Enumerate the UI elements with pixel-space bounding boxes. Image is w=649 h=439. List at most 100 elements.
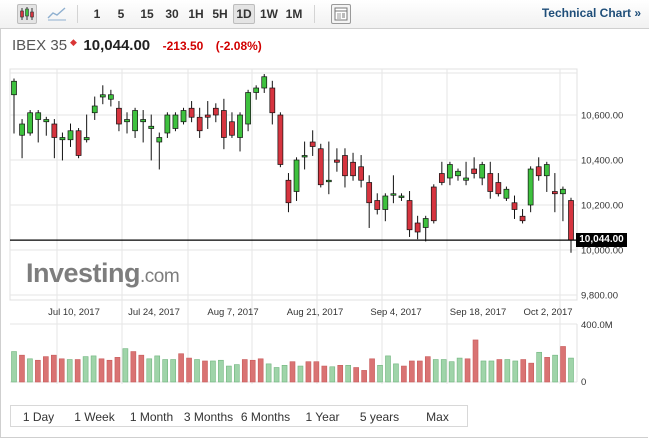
toolbar-divider bbox=[77, 5, 78, 23]
candle bbox=[19, 123, 25, 136]
x-axis-label: Sep 4, 2017 bbox=[370, 307, 421, 318]
volume-bar bbox=[11, 351, 17, 383]
volume-bar bbox=[321, 365, 328, 383]
candle bbox=[91, 105, 98, 114]
candle bbox=[156, 137, 163, 143]
volume-bar bbox=[377, 365, 383, 383]
volume-bar bbox=[202, 360, 208, 383]
candle bbox=[293, 159, 300, 192]
volume-bar bbox=[170, 359, 176, 383]
timeframe-1h[interactable]: 1H bbox=[188, 7, 204, 21]
candle bbox=[309, 141, 316, 147]
volume-bar bbox=[560, 346, 566, 383]
candle bbox=[35, 112, 42, 120]
candle bbox=[325, 179, 332, 183]
volume-bar bbox=[440, 359, 447, 383]
candle bbox=[164, 114, 171, 134]
candlestick-chart-button[interactable] bbox=[17, 4, 37, 24]
range-3-months[interactable]: 3 Months bbox=[180, 405, 238, 427]
volume-bar bbox=[194, 359, 200, 383]
volume-bar bbox=[305, 361, 312, 383]
candle bbox=[301, 155, 308, 158]
volume-bar bbox=[58, 358, 65, 383]
volume-bar bbox=[528, 362, 535, 383]
timeframe-1m[interactable]: 1M bbox=[285, 7, 303, 21]
candle bbox=[455, 170, 461, 177]
volume-bar bbox=[544, 357, 550, 383]
volume-bar bbox=[297, 365, 304, 383]
volume-bar bbox=[249, 359, 256, 383]
range-5-years[interactable]: 5 years bbox=[351, 405, 409, 427]
technical-chart-link[interactable]: Technical Chart » bbox=[541, 6, 641, 20]
volume-bar bbox=[313, 361, 320, 383]
volume-bar bbox=[345, 365, 352, 383]
candle bbox=[116, 107, 122, 125]
candle bbox=[132, 110, 138, 132]
candle bbox=[285, 179, 292, 204]
y-axis-label: 10,600.00 bbox=[581, 111, 623, 122]
candle bbox=[519, 215, 526, 222]
range-1-month[interactable]: 1 Month bbox=[123, 405, 181, 427]
range-1-day[interactable]: 1 Day bbox=[10, 405, 67, 427]
range-max[interactable]: Max bbox=[408, 405, 468, 427]
timeframe-5h[interactable]: 5H bbox=[212, 7, 228, 21]
volume-bar bbox=[146, 358, 153, 383]
candle bbox=[83, 137, 90, 141]
volume-bar bbox=[536, 351, 542, 383]
volume-bar bbox=[186, 357, 192, 383]
volume-bar bbox=[114, 357, 121, 383]
volume-bar bbox=[35, 359, 41, 383]
volume-bar bbox=[210, 360, 216, 383]
line-chart-button[interactable] bbox=[47, 4, 67, 24]
range-1-week[interactable]: 1 Week bbox=[66, 405, 124, 427]
y-axis-label: 10,200.00 bbox=[581, 201, 623, 212]
volume-bar bbox=[472, 339, 479, 383]
line-chart-icon bbox=[47, 7, 66, 21]
candle bbox=[535, 166, 542, 177]
range-6-months[interactable]: 6 Months bbox=[237, 405, 295, 427]
volume-bar bbox=[409, 360, 415, 383]
range-1-year[interactable]: 1 Year bbox=[294, 405, 352, 427]
timeframe-30[interactable]: 30 bbox=[165, 7, 179, 21]
volume-bar bbox=[27, 358, 33, 383]
volume-bar bbox=[432, 359, 439, 383]
volume-bar bbox=[448, 361, 455, 383]
volume-bar bbox=[218, 359, 224, 383]
timeframe-1[interactable]: 1 bbox=[93, 7, 101, 21]
candle bbox=[172, 114, 179, 129]
timeframe-5[interactable]: 5 bbox=[117, 7, 125, 21]
timeframe-15[interactable]: 15 bbox=[140, 7, 154, 21]
volume-bar bbox=[393, 363, 399, 383]
candle bbox=[406, 200, 413, 231]
candle bbox=[543, 164, 550, 177]
volume-bar bbox=[257, 358, 264, 383]
candle bbox=[552, 191, 558, 195]
volume-bar bbox=[19, 354, 25, 383]
timeframe-1w[interactable]: 1W bbox=[260, 7, 278, 21]
x-axis-label: Aug 7, 2017 bbox=[207, 307, 258, 318]
volume-bar bbox=[488, 360, 495, 383]
candle bbox=[342, 155, 348, 177]
volume-bar bbox=[568, 357, 574, 383]
volume-bar bbox=[496, 359, 503, 383]
candle bbox=[59, 137, 66, 141]
price-chart[interactable]: 10,600.00 10,400.00 10,200.00 10,000.00 9,80… bbox=[0, 0, 649, 400]
candle bbox=[366, 182, 373, 204]
candle bbox=[27, 112, 33, 134]
candle bbox=[390, 193, 397, 196]
volume-bar bbox=[552, 354, 558, 383]
timeframe-1d[interactable]: 1D bbox=[233, 4, 255, 24]
candle bbox=[253, 87, 260, 93]
candle bbox=[527, 168, 534, 206]
candle bbox=[148, 125, 155, 129]
volume-bar bbox=[401, 365, 407, 383]
candle bbox=[438, 173, 445, 183]
volume-bar bbox=[154, 355, 161, 383]
layout-button[interactable] bbox=[331, 4, 351, 24]
last-price: 10,044.00 bbox=[83, 37, 151, 54]
y-axis-label: 9,800.00 bbox=[581, 291, 618, 302]
candle bbox=[221, 110, 227, 138]
candle bbox=[495, 182, 502, 195]
candle bbox=[471, 168, 477, 174]
quote-header: IBEX 35 ◆ 10,044.00 -213.50 (-2.08%) bbox=[12, 37, 262, 57]
